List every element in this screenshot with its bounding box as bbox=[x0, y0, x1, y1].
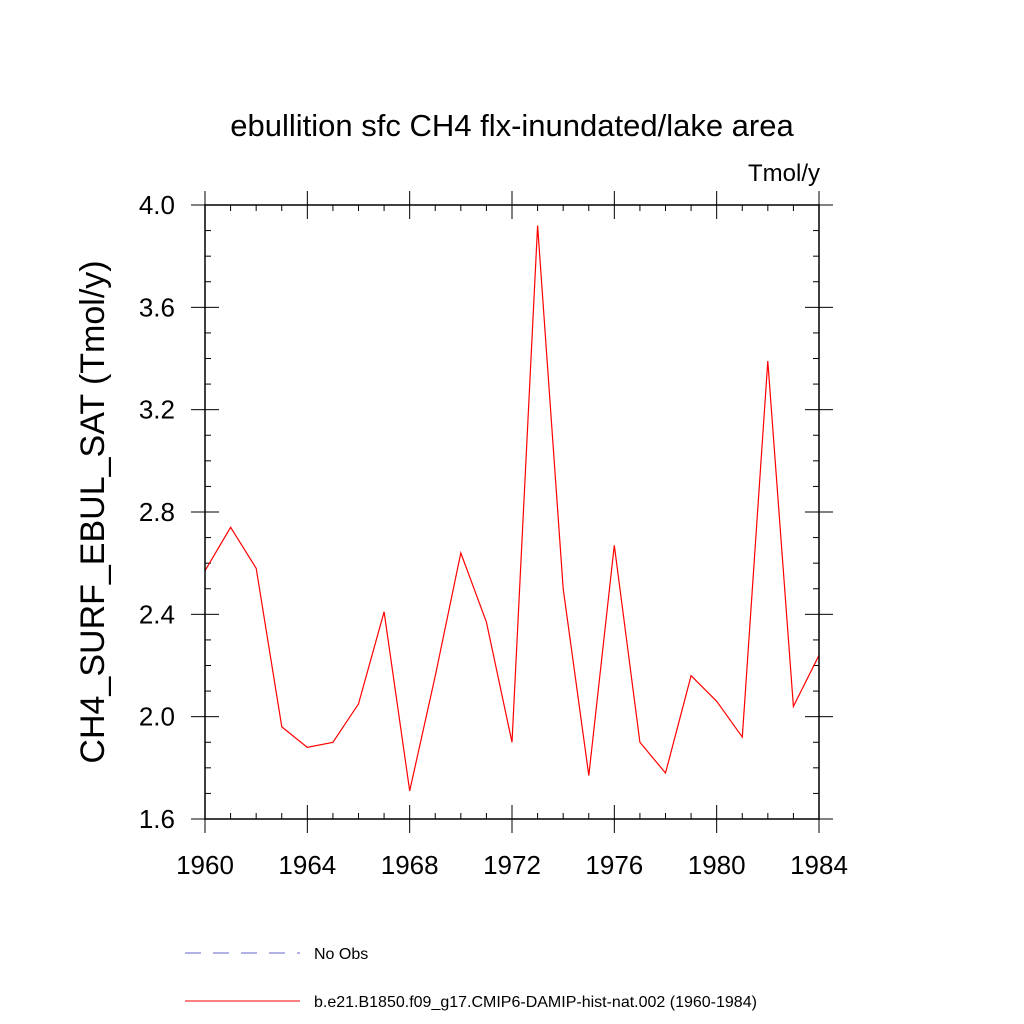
x-tick-label: 1976 bbox=[585, 850, 643, 880]
x-tick-label: 1960 bbox=[176, 850, 234, 880]
x-tick-label: 1964 bbox=[278, 850, 336, 880]
axis-tick-labels: 1960 1964 1968 1972 1976 1980 1984 1.6 2.0 2.4 2.8… bbox=[139, 190, 848, 880]
units-label: Tmol/y bbox=[748, 160, 820, 187]
series-line bbox=[204, 225, 820, 792]
legend: No Obs b.e21.B1850.f09_g17.CMIP6-DAMIP-hi… bbox=[185, 946, 757, 1011]
y-tick-label: 2.4 bbox=[139, 599, 175, 629]
x-tick-label: 1980 bbox=[688, 850, 746, 880]
plot-frame bbox=[204, 204, 820, 820]
y-tick-label: 4.0 bbox=[139, 190, 175, 220]
y-tick-label: 1.6 bbox=[139, 804, 175, 834]
x-tick-label: 1968 bbox=[381, 850, 439, 880]
y-tick-label: 3.6 bbox=[139, 292, 175, 322]
series-lines bbox=[204, 225, 820, 792]
x-tick-label: 1972 bbox=[483, 850, 541, 880]
chart-title: ebullition sfc CH4 flx-inundated/lake ar… bbox=[230, 108, 794, 143]
y-tick-label: 3.2 bbox=[139, 395, 175, 425]
y-tick-label: 2.0 bbox=[139, 702, 175, 732]
legend-label: No Obs bbox=[314, 946, 368, 963]
y-axis-label: CH4_SURF_EBUL_SAT (Tmol/y) bbox=[74, 260, 112, 763]
x-tick-label: 1984 bbox=[790, 850, 848, 880]
legend-label: b.e21.B1850.f09_g17.CMIP6-DAMIP-hist-nat… bbox=[314, 994, 757, 1011]
y-tick-label: 2.8 bbox=[139, 497, 175, 527]
